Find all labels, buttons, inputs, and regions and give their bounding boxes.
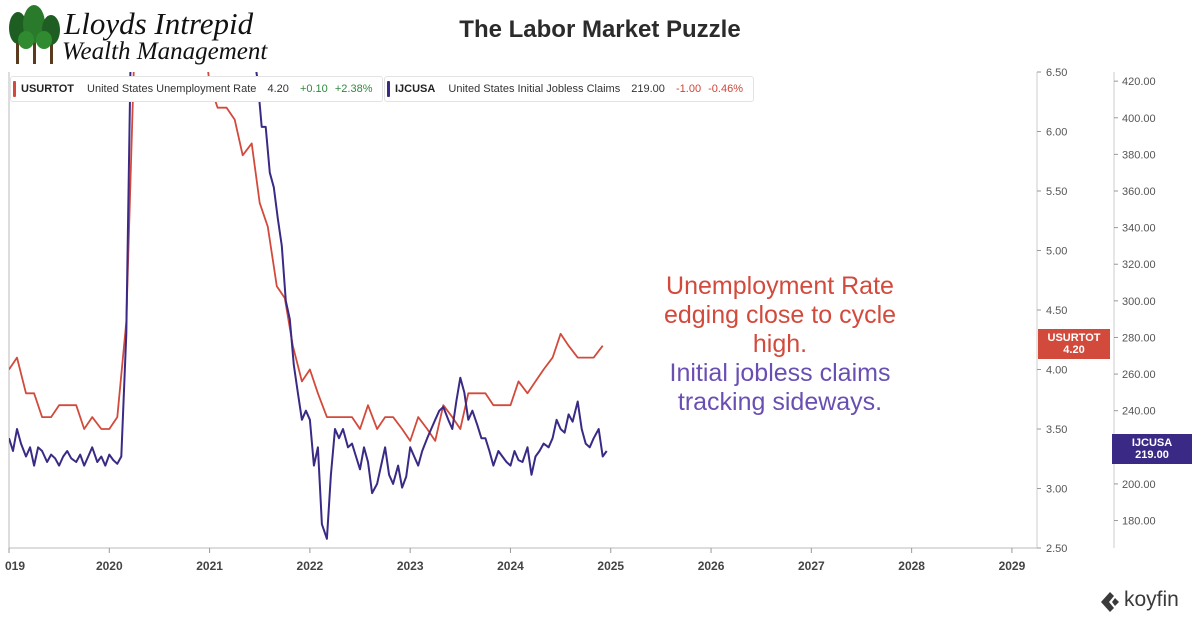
y-right-tick-label: 280.00: [1122, 332, 1156, 344]
y-right-tick-label: 380.00: [1122, 149, 1156, 161]
y-right-tick-label: 200.00: [1122, 479, 1156, 491]
page-title: The Labor Market Puzzle: [459, 16, 741, 43]
logo-line2: Wealth Management: [62, 38, 268, 65]
logo: Lloyds Intrepid Wealth Management: [6, 4, 306, 68]
legend-pct-change: +2.38%: [334, 83, 373, 95]
jobless-claims-line: [256, 81, 608, 540]
annotation-line: tracking sideways.: [677, 388, 883, 416]
price-tag-unemployment: USURTOT 4.20: [1038, 329, 1110, 359]
annotation-line: high.: [752, 330, 808, 358]
annotation-claims: Initial jobless claims tracking sideways…: [620, 359, 940, 417]
y-right-tick-label: 180.00: [1122, 516, 1156, 528]
x-tick-label: 2029: [999, 559, 1026, 573]
x-tick-label: 2025: [597, 559, 624, 573]
series-gap-connector: [130, 72, 259, 82]
tag-value: 219.00: [1135, 449, 1169, 461]
y-left-tick-label: 3.50: [1046, 424, 1067, 436]
legend-color-bar: [387, 81, 390, 97]
unemployment-rate-line: [9, 72, 135, 430]
x-tick-label: 2027: [798, 559, 825, 573]
annotation-line: edging close to cycle: [663, 301, 897, 329]
x-tick-label: 2020: [96, 559, 123, 573]
price-tag-claims: IJCUSA 219.00: [1112, 434, 1192, 464]
legend-series-name: United States Initial Jobless Claims: [448, 83, 621, 95]
annotation-line: Unemployment Rate: [666, 272, 894, 300]
annotation-line: Initial jobless claims: [669, 359, 891, 387]
logo-line1: Lloyds Intrepid: [64, 6, 254, 41]
x-tick-label: 019: [5, 559, 25, 573]
legend-color-bar: [13, 81, 16, 97]
x-tick-label: 2028: [898, 559, 925, 573]
annotation-unemployment: Unemployment Rate edging close to cycle …: [620, 272, 940, 359]
trees-logo-icon: [9, 5, 60, 64]
legend-claims[interactable]: IJCUSA United States Initial Jobless Cla…: [384, 76, 754, 102]
jobless-claims-line: [9, 72, 132, 467]
legend-change: -1.00: [675, 83, 702, 95]
x-tick-label: 2026: [698, 559, 725, 573]
y-left-tick-label: 5.00: [1046, 246, 1067, 258]
x-tick-label: 2024: [497, 559, 524, 573]
x-tick-label: 2023: [397, 559, 424, 573]
legend-value: 219.00: [631, 83, 665, 95]
x-tick-label: 2022: [297, 559, 324, 573]
legend-value: 4.20: [267, 83, 289, 95]
y-right-tick-label: 340.00: [1122, 223, 1156, 235]
y-right-tick-label: 260.00: [1122, 369, 1156, 381]
y-left-tick-label: 4.00: [1046, 365, 1067, 377]
legend-series-name: United States Unemployment Rate: [87, 83, 257, 95]
koyfin-wordmark: koyfin: [1124, 588, 1179, 611]
legend-code: IJCUSA: [395, 83, 436, 95]
tag-code: USURTOT: [1047, 332, 1101, 344]
y-left-tick-label: 6.50: [1046, 67, 1067, 79]
legend-unemployment[interactable]: USURTOT United States Unemployment Rate …: [10, 76, 384, 102]
x-tick-label: 2021: [196, 559, 223, 573]
series-gap-connector: [207, 72, 211, 85]
y-left-tick-label: 4.50: [1046, 305, 1067, 317]
tag-code: IJCUSA: [1131, 437, 1173, 449]
legend-change: +0.10: [299, 83, 328, 95]
y-right-tick-label: 420.00: [1122, 76, 1156, 88]
y-left-tick-label: 6.00: [1046, 127, 1067, 139]
y-right-tick-label: 300.00: [1122, 296, 1156, 308]
y-left-tick-label: 2.50: [1046, 543, 1067, 555]
y-left-tick-label: 3.00: [1046, 484, 1067, 496]
legend-code: USURTOT: [21, 83, 74, 95]
y-right-tick-label: 400.00: [1122, 113, 1156, 125]
tag-value: 4.20: [1063, 344, 1085, 356]
y-right-tick-label: 360.00: [1122, 186, 1156, 198]
y-left-tick-label: 5.50: [1046, 186, 1067, 198]
koyfin-logo-icon: [1101, 592, 1119, 612]
y-right-tick-label: 240.00: [1122, 406, 1156, 418]
y-right-tick-label: 320.00: [1122, 259, 1156, 271]
unemployment-rate-line: [208, 83, 604, 442]
legend-pct-change: -0.46%: [708, 83, 743, 95]
